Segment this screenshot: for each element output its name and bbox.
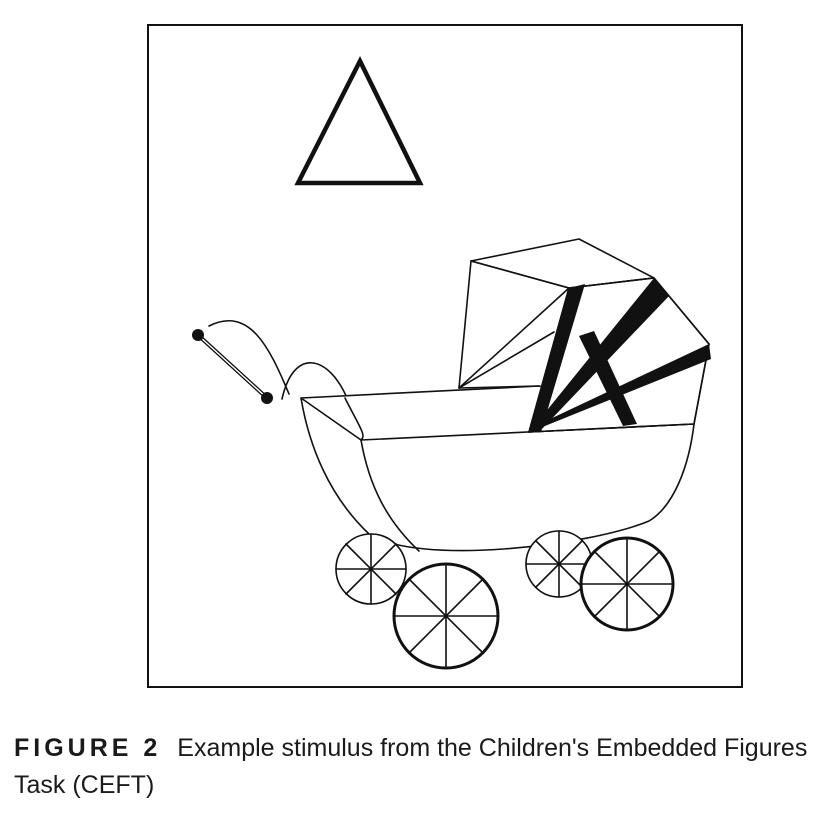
pram-hood [458,238,711,433]
pram-wheel-rear-left [335,533,407,605]
target-triangle [294,55,424,186]
figure-label: FIGURE 2 [14,734,162,762]
pram-drawing [192,238,711,670]
ceft-stimulus-drawing [192,55,711,670]
figure-caption: FIGURE 2 Example stimulus from the Childr… [14,730,824,804]
pram-wheel-rear-right [525,530,593,598]
pram-wheel-front-left [392,562,500,670]
pram-handle [192,319,348,404]
pram-wheel-front-right [579,536,675,632]
figure-image [147,24,743,688]
figure-caption-text: Example stimulus from the Children's Emb… [14,734,808,799]
